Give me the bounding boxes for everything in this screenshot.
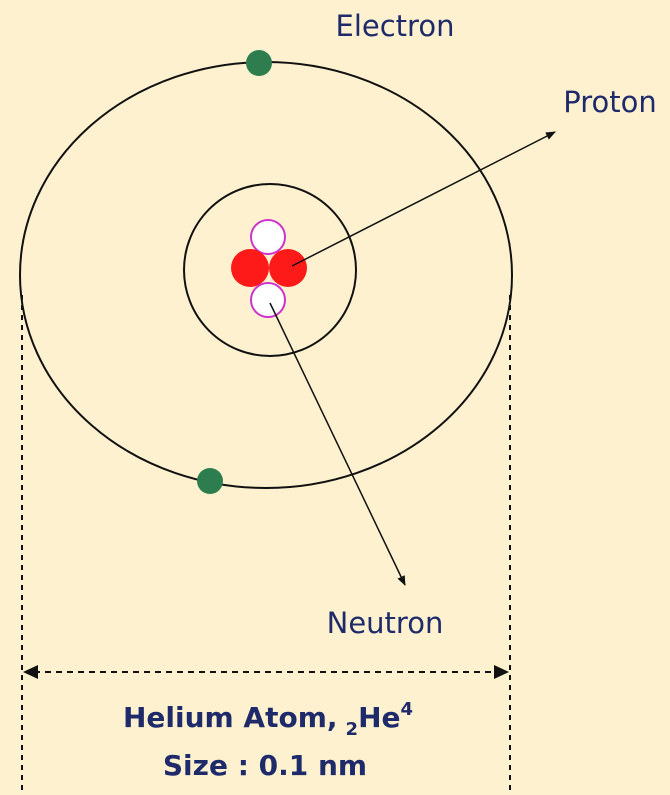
proton-particle [231,249,269,287]
background [0,0,670,795]
caption-size: Size : 0.1 nm [163,749,367,782]
neutron-label: Neutron [327,606,444,640]
neutron-particle [251,220,285,254]
caption-prefix: Helium Atom, [123,701,338,734]
caption-subscript: 2 [346,719,359,740]
electron-label: Electron [336,9,455,43]
caption-superscript: 4 [401,699,414,720]
proton-particle [269,249,307,287]
electron [197,468,223,494]
caption-title: Helium Atom, 2He4 [123,699,413,740]
neutron-particle [251,283,285,317]
electron [246,50,272,76]
proton-label: Proton [563,85,657,119]
caption-symbol: He [358,701,400,734]
atom-diagram: Electron Proton Neutron Helium Atom, 2He4… [0,0,670,795]
